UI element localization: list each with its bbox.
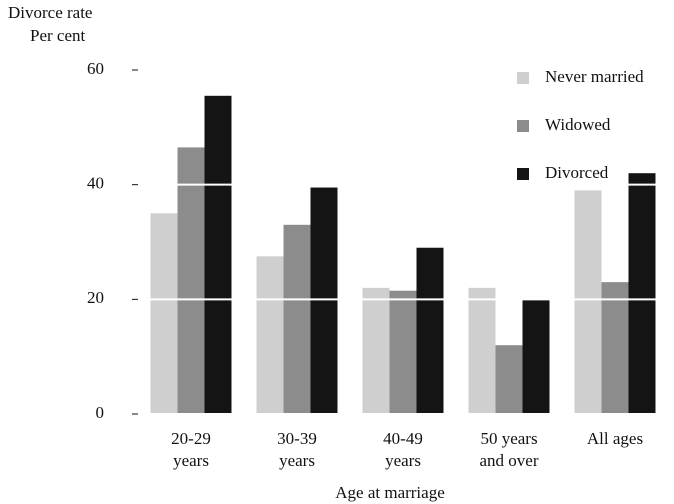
- bar: [522, 299, 550, 414]
- bar: [628, 173, 656, 414]
- bar: [177, 147, 205, 414]
- bar: [389, 290, 417, 414]
- x-tick-label: 30-39: [277, 429, 317, 448]
- bar: [468, 287, 496, 414]
- legend-label: Divorced: [545, 163, 609, 182]
- bar: [416, 247, 444, 414]
- bar: [310, 187, 338, 414]
- x-tick-label: and over: [479, 451, 538, 470]
- legend-swatch: [517, 72, 529, 84]
- legend-swatch: [517, 120, 529, 132]
- x-tick-label: 40-49: [383, 429, 423, 448]
- bar: [256, 256, 284, 414]
- y-axis-title: Per cent: [30, 26, 86, 45]
- y-tick-label: 0: [96, 403, 105, 422]
- x-tick-label: 20-29: [171, 429, 211, 448]
- legend-label: Widowed: [545, 115, 611, 134]
- bar: [574, 190, 602, 414]
- bar: [204, 95, 232, 415]
- legend-label: Never married: [545, 67, 644, 86]
- y-tick-label: 60: [87, 59, 104, 78]
- bar: [601, 282, 629, 414]
- x-tick-label: 50 years: [480, 429, 537, 448]
- x-axis-title: Age at marriage: [335, 483, 445, 502]
- x-tick-label: years: [173, 451, 209, 470]
- bar: [283, 224, 311, 414]
- x-tick-label: years: [385, 451, 421, 470]
- y-tick-label: 40: [87, 174, 104, 193]
- bar: [150, 213, 178, 414]
- bar: [362, 287, 390, 414]
- legend-swatch: [517, 168, 529, 180]
- x-tick-label: All ages: [587, 429, 643, 448]
- x-tick-label: years: [279, 451, 315, 470]
- y-axis-title: Divorce rate: [8, 3, 92, 22]
- bar: [495, 345, 523, 414]
- y-tick-label: 20: [87, 288, 104, 307]
